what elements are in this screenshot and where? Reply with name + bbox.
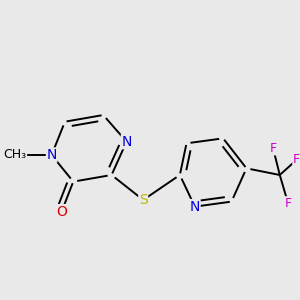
Text: F: F [293,154,300,166]
Text: CH₃: CH₃ [3,148,27,161]
Text: N: N [122,135,132,149]
Text: N: N [46,148,57,162]
Text: F: F [284,197,292,210]
Text: N: N [190,200,200,214]
Text: F: F [269,142,277,155]
Text: O: O [56,205,67,219]
Text: S: S [139,193,148,207]
